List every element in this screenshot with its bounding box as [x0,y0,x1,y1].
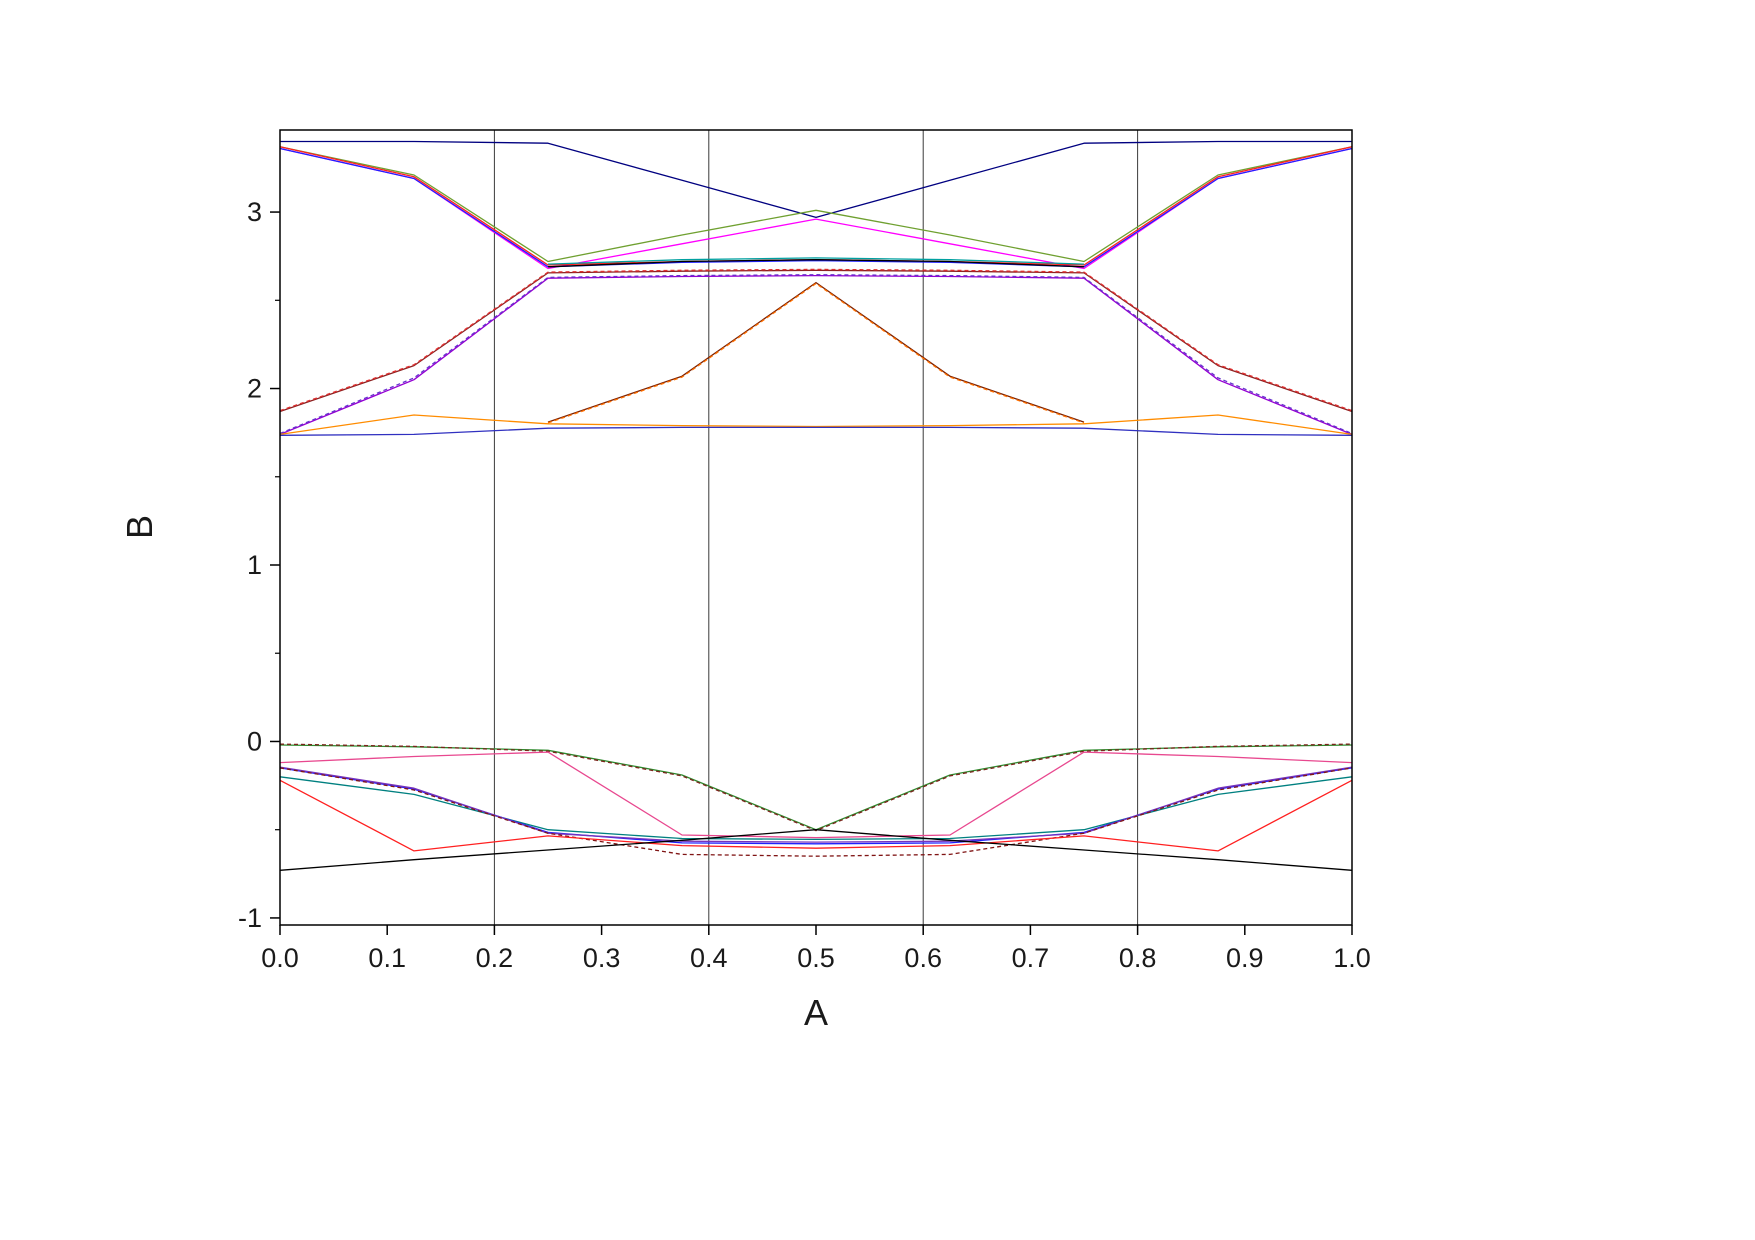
y-tick-label: 3 [247,197,262,227]
series-line-wine-rise [279,269,1353,413]
x-tick-label: 1.0 [1333,943,1371,973]
x-axis-label: A [804,992,828,1033]
series-line-blue-upper [279,147,1353,268]
series-line-red-lower [279,779,1353,852]
series-line-green-v [279,744,1353,831]
series-line-blue-flat [279,426,1353,436]
x-tick-label: 0.0 [261,943,299,973]
x-tick-label: 0.1 [368,943,406,973]
x-tick-label: 0.7 [1012,943,1050,973]
series-line-black-lower [279,829,1353,871]
series-line-red-rise-pair [279,268,1353,412]
series-line-wine-tent [547,281,1085,423]
x-tick-label: 0.6 [904,943,942,973]
series-line-purple-lower [279,766,1353,843]
y-tick-label: 1 [247,550,262,580]
series-line-green-upper-peak [279,146,1353,263]
ticks-group [270,211,1353,935]
y-tick-label: 2 [247,374,262,404]
series-line-cyan-mid-arc [547,257,1085,265]
series-line-orange-tent-pair [547,282,1085,424]
series-group [279,140,1353,871]
x-tick-label: 0.9 [1226,943,1264,973]
series-line-red-upper [279,146,1353,266]
y-axis-label: B [119,515,160,539]
x-tick-label: 0.3 [583,943,621,973]
tick-labels-group: 0.0 0.1 0.2 0.3 0.4 0.5 0.6 0.7 0.8 0.9 1.0 -1 0 1 2 3 [238,197,1371,973]
x-tick-label: 0.2 [476,943,514,973]
x-tick-label: 0.4 [690,943,728,973]
series-line-purple-rise-pair [279,274,1353,435]
series-line-violet-rise [279,274,1353,436]
series-line-blue-lower [279,767,1353,845]
plot-frame [279,129,1353,926]
series-line-black-mid-arc [547,259,1085,268]
y-tick-label: -1 [238,903,262,933]
series-line-wine-band-dip [279,767,1353,857]
x-tick-label: 0.5 [797,943,835,973]
gridlines-group [493,130,1139,925]
series-line-wine-v-pair [279,743,1353,832]
y-tick-label: 0 [247,726,262,756]
series-line-teal-lower [279,776,1353,841]
series-line-magenta-lower [279,751,1353,839]
series-line-navy-top [280,140,1352,219]
series-line-magenta-upper-peak [279,147,1353,270]
x-tick-label: 0.8 [1119,943,1157,973]
series-line-orange-flat [279,414,1353,436]
